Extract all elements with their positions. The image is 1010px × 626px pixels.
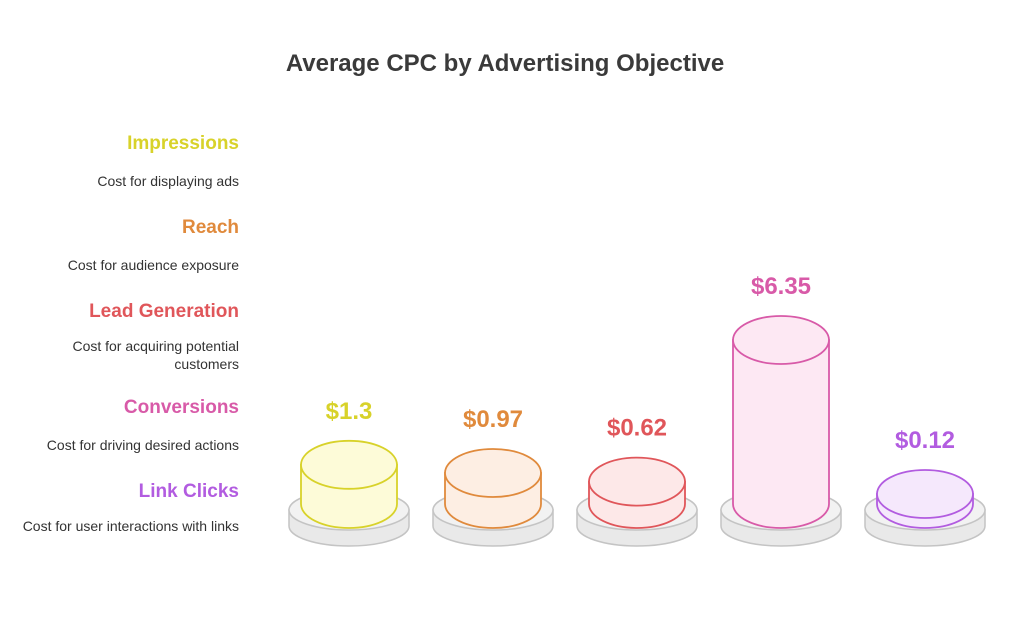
value-label-impressions: $1.3 bbox=[326, 398, 373, 425]
cylinder-body-conversions bbox=[732, 339, 830, 529]
legend-desc-conversions: Cost for driving desired actions bbox=[46, 437, 239, 453]
value-label-reach: $0.97 bbox=[463, 406, 523, 433]
legend-desc-link-clicks: Cost for user interactions with links bbox=[22, 518, 239, 534]
bar-link-clicks: $0.12 bbox=[864, 427, 986, 547]
cylinder-top-reach bbox=[444, 448, 542, 498]
legend-heading-link-clicks: Link Clicks bbox=[138, 481, 239, 502]
chart-title: Average CPC by Advertising Objective bbox=[285, 50, 725, 77]
cylinder-top-lead-generation bbox=[588, 456, 686, 507]
value-label-lead-generation: $0.62 bbox=[607, 415, 667, 442]
cylinder-top-conversions bbox=[732, 315, 830, 365]
cylinder-top-impressions bbox=[300, 439, 398, 490]
legend-desc-impressions: Cost for displaying ads bbox=[97, 173, 239, 189]
bar-conversions: $6.35 bbox=[720, 273, 842, 547]
value-label-conversions: $6.35 bbox=[751, 273, 811, 300]
legend-heading-impressions: Impressions bbox=[127, 133, 239, 154]
bar-impressions: $1.3 bbox=[288, 398, 410, 547]
legend-heading-lead-generation: Lead Generation bbox=[89, 301, 239, 322]
cylinder-top-link-clicks bbox=[876, 469, 974, 519]
legend-heading-conversions: Conversions bbox=[123, 397, 239, 418]
value-label-link-clicks: $0.12 bbox=[895, 427, 955, 454]
bar-lead-generation: $0.62 bbox=[576, 415, 698, 547]
legend-heading-reach: Reach bbox=[181, 217, 239, 238]
bar-reach: $0.97 bbox=[432, 406, 554, 547]
legend-desc-reach: Cost for audience exposure bbox=[67, 257, 239, 273]
legend-desc-lead-generation: Cost for acquiring potential customers bbox=[72, 338, 239, 372]
